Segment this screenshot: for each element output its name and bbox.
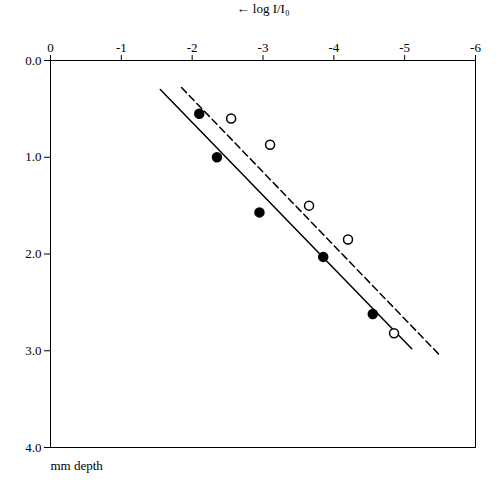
svg-text:-3: -3	[258, 40, 269, 55]
svg-text:1.0: 1.0	[25, 149, 41, 164]
svg-text:-1: -1	[116, 40, 127, 55]
svg-text:-4: -4	[328, 40, 339, 55]
svg-text:← log I/I₀: ← log I/I₀	[237, 1, 290, 16]
svg-text:-2: -2	[187, 40, 198, 55]
svg-text:0.0: 0.0	[25, 53, 41, 68]
svg-text:2.0: 2.0	[25, 246, 41, 261]
svg-text:-6: -6	[470, 40, 481, 55]
svg-text:4.0: 4.0	[25, 440, 41, 455]
svg-text:-5: -5	[399, 40, 410, 55]
svg-text:3.0: 3.0	[25, 343, 41, 358]
svg-text:mm depth: mm depth	[51, 458, 104, 473]
svg-text:0: 0	[47, 40, 54, 55]
